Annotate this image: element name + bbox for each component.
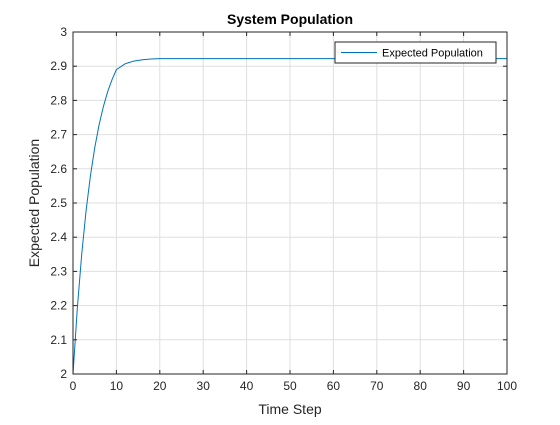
- y-tick-label: 2.6: [50, 162, 67, 176]
- y-tick-label: 2.4: [50, 230, 67, 244]
- x-tick-label: 100: [497, 379, 517, 393]
- y-tick-label: 2.9: [50, 59, 67, 73]
- y-tick-label: 2.5: [50, 196, 67, 210]
- chart-title: System Population: [227, 11, 353, 27]
- x-tick-label: 60: [327, 379, 341, 393]
- y-tick-label: 2: [60, 367, 67, 381]
- x-tick-label: 50: [283, 379, 297, 393]
- x-tick-label: 30: [197, 379, 211, 393]
- y-tick-label: 2.7: [50, 128, 67, 142]
- x-tick-label: 10: [110, 379, 124, 393]
- legend-label-expected-population: Expected Population: [382, 48, 483, 60]
- y-tick-label: 2.8: [50, 93, 67, 107]
- x-tick-label: 40: [240, 379, 254, 393]
- y-tick-label: 2.2: [50, 299, 67, 313]
- legend: Expected Population: [335, 42, 496, 63]
- x-tick-label: 70: [370, 379, 384, 393]
- x-tick-label: 80: [414, 379, 428, 393]
- y-tick-label: 2.1: [50, 333, 67, 347]
- x-tick-label: 90: [457, 379, 471, 393]
- x-tick-label: 20: [153, 379, 167, 393]
- y-axis-label: Expected Population: [26, 139, 42, 267]
- x-axis-label: Time Step: [258, 401, 321, 417]
- y-tick-label: 3: [60, 25, 67, 39]
- y-tick-label: 2.3: [50, 264, 67, 278]
- x-tick-label: 0: [70, 379, 77, 393]
